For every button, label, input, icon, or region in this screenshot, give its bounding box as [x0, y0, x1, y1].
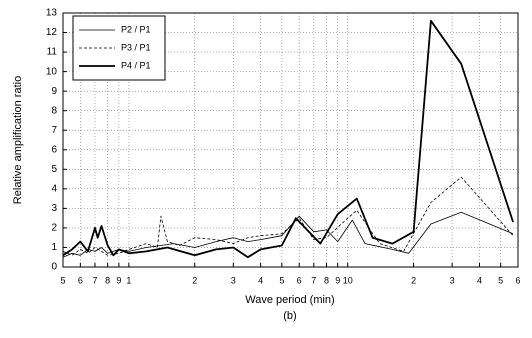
x-tick-label: 3: [231, 275, 236, 285]
line-series: [62, 211, 514, 258]
x-tick-label: 6: [297, 275, 302, 285]
caption: (b): [283, 310, 296, 322]
legend-label: P2 / P1: [121, 24, 151, 34]
y-tick-label: 7: [51, 125, 57, 136]
x-tick-label: 7: [311, 275, 316, 285]
x-tick-label: 1: [126, 275, 131, 285]
x-tick-label: 7: [92, 275, 97, 285]
y-tick-label: 2: [51, 223, 57, 234]
plot-frame: [62, 12, 519, 268]
x-tick-label: 4: [258, 275, 263, 285]
x-tick-label: 8: [324, 275, 329, 285]
x-tick-label: 4: [477, 275, 482, 285]
x-tick-label: 3: [450, 275, 455, 285]
y-tick-label: 13: [46, 8, 58, 19]
x-tick-label: 5: [498, 275, 503, 285]
x-axis-label: Wave period (min): [245, 294, 334, 306]
x-tick-label: 5: [279, 275, 284, 285]
x-tick-label: 10: [343, 275, 353, 285]
x-tick-label: 9: [116, 275, 121, 285]
x-tick-label: 8: [105, 275, 110, 285]
y-tick-label: 8: [51, 105, 57, 116]
y-tick-label: 11: [47, 47, 58, 58]
y-tick-label: 4: [51, 183, 57, 194]
legend-box: [72, 15, 166, 81]
legend-label: P3 / P1: [121, 42, 151, 52]
y-tick-label: 1: [51, 242, 57, 253]
x-tick-label: 9: [335, 275, 340, 285]
y-tick-label: 9: [51, 86, 57, 97]
y-tick-label: 5: [51, 164, 57, 175]
x-tick-label: 2: [411, 275, 416, 285]
x-tick-label: 5: [60, 275, 65, 285]
y-tick-label: 6: [51, 144, 57, 155]
y-tick-label: 3: [51, 203, 57, 214]
x-tick-label: 6: [515, 275, 520, 285]
y-tick-label: 0: [51, 262, 57, 273]
line-series: [62, 19, 514, 259]
x-tick-label: 2: [192, 275, 197, 285]
y-tick-label: 10: [46, 66, 58, 77]
legend-label: P4 / P1: [121, 60, 151, 70]
y-tick-label: 12: [46, 27, 58, 38]
y-axis-label: Relative amplification ratio: [12, 76, 24, 204]
line-series: [62, 176, 514, 256]
x-tick-label: 6: [78, 275, 83, 285]
